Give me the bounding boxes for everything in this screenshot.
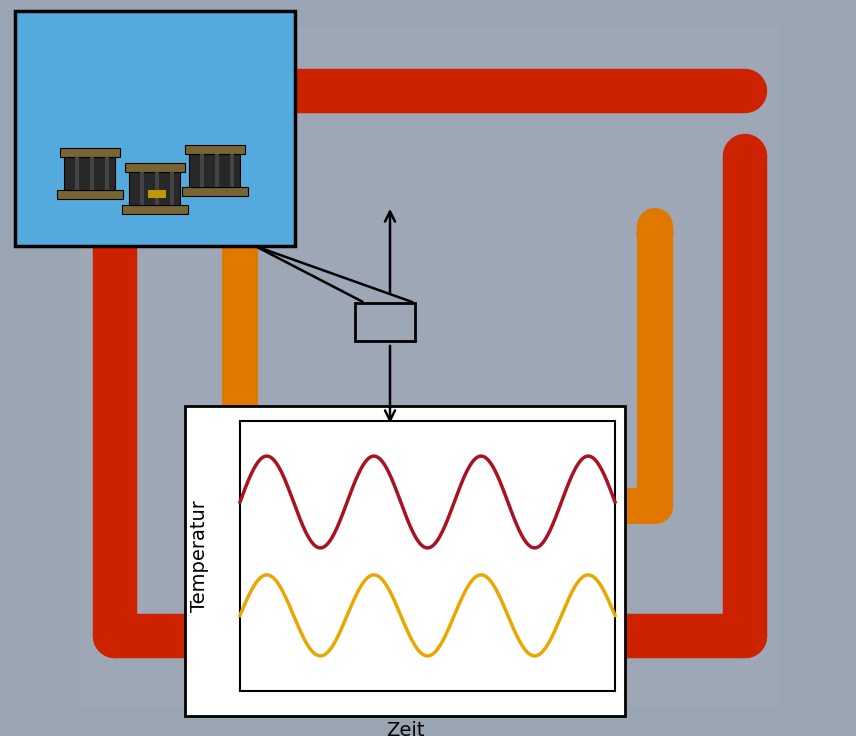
FancyBboxPatch shape (240, 421, 615, 691)
FancyBboxPatch shape (64, 157, 116, 189)
FancyBboxPatch shape (122, 205, 188, 213)
FancyBboxPatch shape (129, 171, 181, 205)
FancyBboxPatch shape (182, 186, 248, 196)
FancyBboxPatch shape (189, 154, 241, 186)
FancyBboxPatch shape (200, 154, 204, 186)
FancyBboxPatch shape (90, 157, 93, 189)
FancyBboxPatch shape (148, 190, 166, 198)
FancyBboxPatch shape (170, 171, 174, 205)
FancyBboxPatch shape (80, 26, 780, 706)
FancyBboxPatch shape (57, 189, 123, 199)
FancyBboxPatch shape (230, 154, 234, 186)
FancyBboxPatch shape (75, 157, 79, 189)
FancyBboxPatch shape (140, 171, 144, 205)
FancyBboxPatch shape (185, 406, 625, 716)
Text: Temperatur: Temperatur (191, 500, 210, 612)
FancyBboxPatch shape (60, 148, 120, 157)
FancyBboxPatch shape (125, 163, 185, 171)
FancyBboxPatch shape (15, 11, 295, 246)
Text: Zeit: Zeit (386, 721, 425, 736)
FancyBboxPatch shape (215, 154, 218, 186)
FancyBboxPatch shape (185, 145, 245, 154)
FancyBboxPatch shape (105, 157, 109, 189)
FancyBboxPatch shape (155, 171, 158, 205)
